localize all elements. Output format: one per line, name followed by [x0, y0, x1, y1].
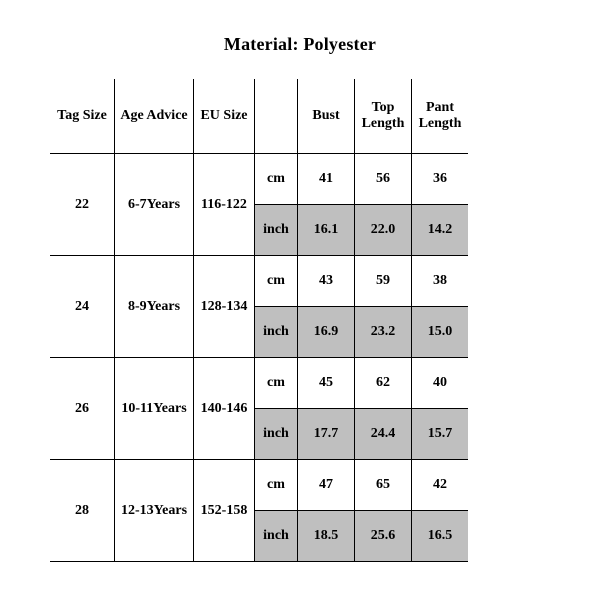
cell-unit-cm: cm	[255, 358, 298, 409]
cell-pant-cm: 38	[412, 256, 469, 307]
cell-age: 10-11Years	[115, 358, 194, 460]
table-row: 28 12-13Years 152-158 cm 47 65 42	[50, 460, 468, 511]
cell-top-cm: 59	[355, 256, 412, 307]
col-tag-size: Tag Size	[50, 79, 115, 154]
size-table-wrapper: Tag Size Age Advice EU Size Bust Top Len…	[0, 79, 600, 562]
table-row: 22 6-7Years 116-122 cm 41 56 36	[50, 154, 468, 205]
cell-top-cm: 56	[355, 154, 412, 205]
cell-top-cm: 65	[355, 460, 412, 511]
table-row: 24 8-9Years 128-134 cm 43 59 38	[50, 256, 468, 307]
cell-age: 12-13Years	[115, 460, 194, 562]
cell-top-cm: 62	[355, 358, 412, 409]
cell-age: 8-9Years	[115, 256, 194, 358]
cell-pant-inch: 16.5	[412, 511, 469, 562]
size-table: Tag Size Age Advice EU Size Bust Top Len…	[50, 79, 468, 562]
cell-top-inch: 22.0	[355, 205, 412, 256]
cell-eu: 152-158	[194, 460, 255, 562]
cell-pant-cm: 36	[412, 154, 469, 205]
cell-unit-cm: cm	[255, 460, 298, 511]
cell-bust-cm: 43	[298, 256, 355, 307]
cell-top-inch: 23.2	[355, 307, 412, 358]
cell-bust-cm: 41	[298, 154, 355, 205]
col-bust: Bust	[298, 79, 355, 154]
cell-bust-cm: 47	[298, 460, 355, 511]
col-age-advice: Age Advice	[115, 79, 194, 154]
table-header-row: Tag Size Age Advice EU Size Bust Top Len…	[50, 79, 468, 154]
cell-bust-inch: 18.5	[298, 511, 355, 562]
cell-tag: 26	[50, 358, 115, 460]
cell-eu: 140-146	[194, 358, 255, 460]
cell-pant-cm: 42	[412, 460, 469, 511]
cell-age: 6-7Years	[115, 154, 194, 256]
cell-bust-inch: 17.7	[298, 409, 355, 460]
table-row: 26 10-11Years 140-146 cm 45 62 40	[50, 358, 468, 409]
cell-bust-cm: 45	[298, 358, 355, 409]
cell-bust-inch: 16.9	[298, 307, 355, 358]
cell-top-inch: 25.6	[355, 511, 412, 562]
cell-tag: 28	[50, 460, 115, 562]
cell-unit-cm: cm	[255, 154, 298, 205]
cell-pant-inch: 14.2	[412, 205, 469, 256]
col-eu-size: EU Size	[194, 79, 255, 154]
cell-unit-inch: inch	[255, 511, 298, 562]
cell-unit-cm: cm	[255, 256, 298, 307]
col-top-length: Top Length	[355, 79, 412, 154]
cell-eu: 128-134	[194, 256, 255, 358]
cell-bust-inch: 16.1	[298, 205, 355, 256]
cell-pant-cm: 40	[412, 358, 469, 409]
cell-pant-inch: 15.0	[412, 307, 469, 358]
cell-unit-inch: inch	[255, 307, 298, 358]
cell-tag: 24	[50, 256, 115, 358]
cell-tag: 22	[50, 154, 115, 256]
cell-unit-inch: inch	[255, 205, 298, 256]
page-title: Material: Polyester	[0, 0, 600, 79]
col-unit	[255, 79, 298, 154]
cell-unit-inch: inch	[255, 409, 298, 460]
cell-pant-inch: 15.7	[412, 409, 469, 460]
cell-top-inch: 24.4	[355, 409, 412, 460]
cell-eu: 116-122	[194, 154, 255, 256]
col-pant-length: Pant Length	[412, 79, 469, 154]
